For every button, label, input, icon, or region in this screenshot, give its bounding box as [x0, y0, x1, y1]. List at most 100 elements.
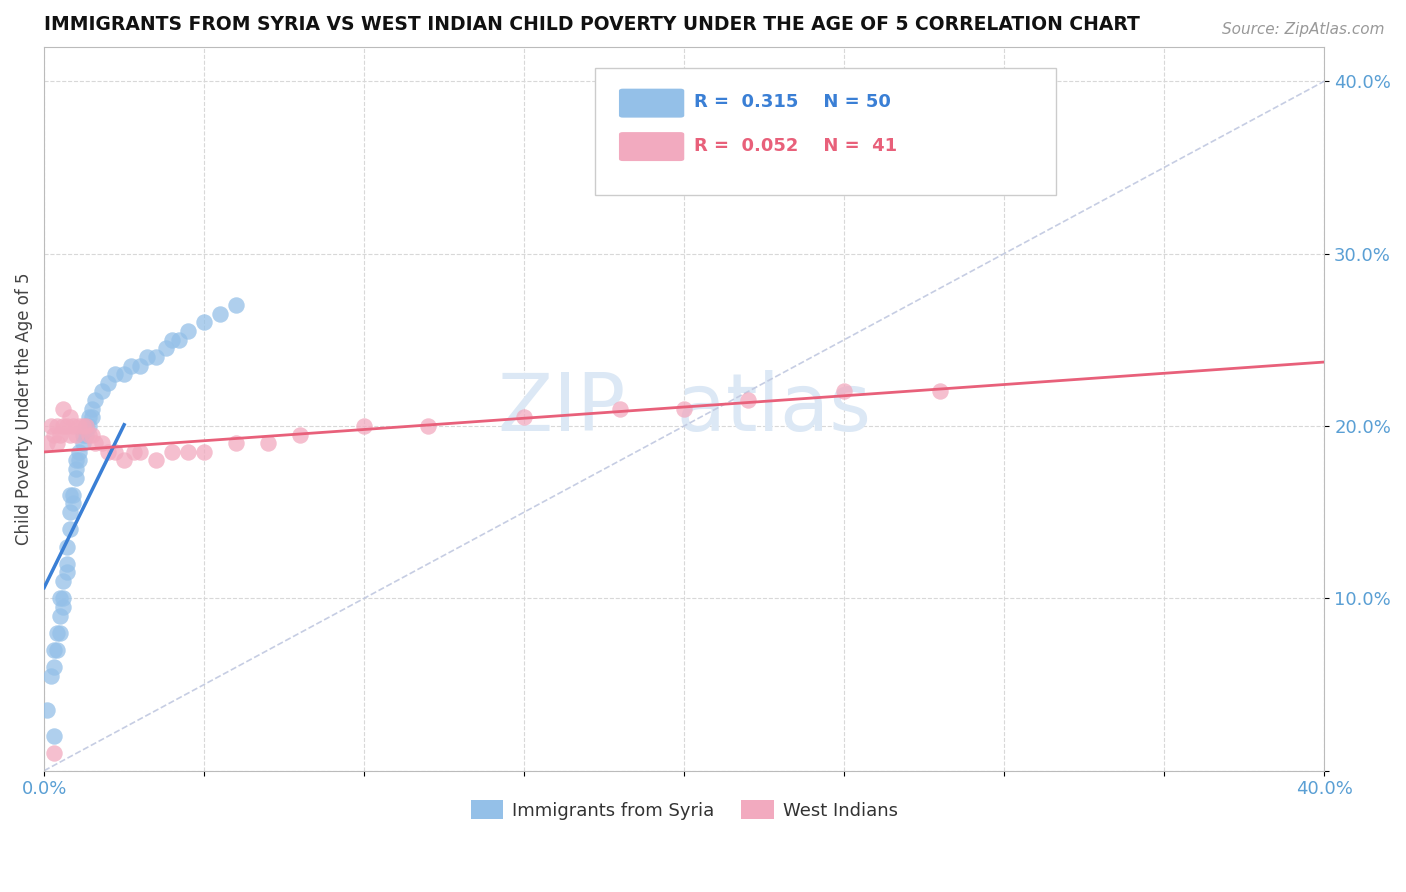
Text: IMMIGRANTS FROM SYRIA VS WEST INDIAN CHILD POVERTY UNDER THE AGE OF 5 CORRELATIO: IMMIGRANTS FROM SYRIA VS WEST INDIAN CHI…	[44, 15, 1140, 34]
Point	[145, 453, 167, 467]
Point	[52, 591, 75, 606]
Point	[49, 591, 72, 606]
Point	[103, 368, 125, 382]
Point	[65, 462, 87, 476]
Point	[62, 496, 84, 510]
Point	[84, 436, 107, 450]
Point	[37, 436, 59, 450]
Point	[45, 643, 67, 657]
Point	[832, 384, 855, 399]
Point	[97, 376, 120, 390]
Point	[737, 392, 759, 407]
Point	[418, 418, 440, 433]
Point	[353, 418, 375, 433]
Legend: Immigrants from Syria, West Indians: Immigrants from Syria, West Indians	[464, 793, 905, 827]
Point	[82, 427, 104, 442]
Text: R =  0.052    N =  41: R = 0.052 N = 41	[695, 136, 897, 155]
Point	[75, 427, 97, 442]
Point	[67, 444, 90, 458]
Point	[609, 401, 631, 416]
Point	[59, 522, 82, 536]
Point	[45, 418, 67, 433]
Point	[193, 316, 215, 330]
Point	[59, 505, 82, 519]
Point	[39, 418, 62, 433]
FancyBboxPatch shape	[619, 88, 685, 118]
Point	[55, 557, 77, 571]
Text: R =  0.315    N = 50: R = 0.315 N = 50	[695, 94, 891, 112]
Point	[72, 436, 94, 450]
Point	[42, 643, 65, 657]
Point	[65, 427, 87, 442]
Point	[160, 444, 183, 458]
Text: ZIP  atlas: ZIP atlas	[498, 369, 870, 448]
Point	[55, 566, 77, 580]
Point	[288, 427, 311, 442]
Point	[75, 418, 97, 433]
Point	[42, 427, 65, 442]
Point	[42, 729, 65, 743]
Point	[929, 384, 952, 399]
Point	[90, 384, 112, 399]
Point	[52, 418, 75, 433]
Point	[193, 444, 215, 458]
Point	[52, 574, 75, 588]
Point	[45, 436, 67, 450]
Point	[82, 410, 104, 425]
Point	[45, 625, 67, 640]
Point	[59, 488, 82, 502]
Point	[177, 444, 200, 458]
Point	[160, 333, 183, 347]
FancyBboxPatch shape	[619, 132, 685, 161]
Point	[77, 418, 100, 433]
Point	[82, 401, 104, 416]
Point	[257, 436, 280, 450]
Point	[67, 453, 90, 467]
Point	[225, 298, 247, 312]
Point	[135, 350, 157, 364]
Point	[112, 368, 135, 382]
Point	[62, 488, 84, 502]
Point	[77, 410, 100, 425]
Point	[62, 418, 84, 433]
Point	[42, 660, 65, 674]
Point	[167, 333, 190, 347]
Point	[513, 410, 536, 425]
FancyBboxPatch shape	[595, 69, 1056, 195]
Point	[55, 540, 77, 554]
Point	[65, 453, 87, 467]
Point	[77, 427, 100, 442]
Point	[65, 470, 87, 484]
Point	[42, 747, 65, 761]
Point	[72, 418, 94, 433]
Text: Source: ZipAtlas.com: Source: ZipAtlas.com	[1222, 22, 1385, 37]
Point	[103, 444, 125, 458]
Point	[120, 359, 142, 373]
Point	[97, 444, 120, 458]
Point	[37, 703, 59, 717]
Point	[177, 324, 200, 338]
Point	[84, 392, 107, 407]
Point	[129, 359, 152, 373]
Point	[112, 453, 135, 467]
Point	[49, 625, 72, 640]
Point	[145, 350, 167, 364]
Point	[72, 427, 94, 442]
Y-axis label: Child Poverty Under the Age of 5: Child Poverty Under the Age of 5	[15, 272, 32, 545]
Point	[67, 418, 90, 433]
Point	[90, 436, 112, 450]
Point	[129, 444, 152, 458]
Point	[52, 401, 75, 416]
Point	[59, 427, 82, 442]
Point	[225, 436, 247, 450]
Point	[122, 444, 145, 458]
Point	[52, 599, 75, 614]
Point	[59, 410, 82, 425]
Point	[49, 427, 72, 442]
Point	[49, 608, 72, 623]
Point	[55, 418, 77, 433]
Point	[673, 401, 696, 416]
Point	[209, 307, 232, 321]
Point	[75, 418, 97, 433]
Point	[155, 342, 177, 356]
